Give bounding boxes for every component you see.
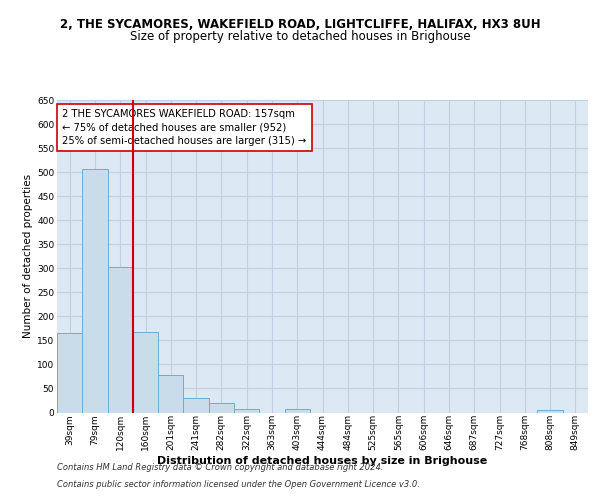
Bar — [82, 169, 107, 412]
Text: Contains HM Land Registry data © Crown copyright and database right 2024.: Contains HM Land Registry data © Crown c… — [57, 464, 383, 472]
Text: 2, THE SYCAMORES, WAKEFIELD ROAD, LIGHTCLIFFE, HALIFAX, HX3 8UH: 2, THE SYCAMORES, WAKEFIELD ROAD, LIGHTC… — [59, 18, 541, 30]
Text: 2 THE SYCAMORES WAKEFIELD ROAD: 157sqm
← 75% of detached houses are smaller (952: 2 THE SYCAMORES WAKEFIELD ROAD: 157sqm ←… — [62, 110, 307, 146]
Bar — [57, 333, 82, 412]
Bar — [234, 409, 259, 412]
Bar — [538, 410, 563, 412]
Y-axis label: Number of detached properties: Number of detached properties — [23, 174, 33, 338]
Text: Contains public sector information licensed under the Open Government Licence v3: Contains public sector information licen… — [57, 480, 420, 489]
Bar — [133, 332, 158, 412]
Bar — [158, 375, 184, 412]
Bar — [184, 398, 209, 412]
Bar — [209, 403, 234, 412]
Bar — [107, 268, 133, 412]
X-axis label: Distribution of detached houses by size in Brighouse: Distribution of detached houses by size … — [157, 456, 488, 466]
Bar — [284, 408, 310, 412]
Text: Size of property relative to detached houses in Brighouse: Size of property relative to detached ho… — [130, 30, 470, 43]
